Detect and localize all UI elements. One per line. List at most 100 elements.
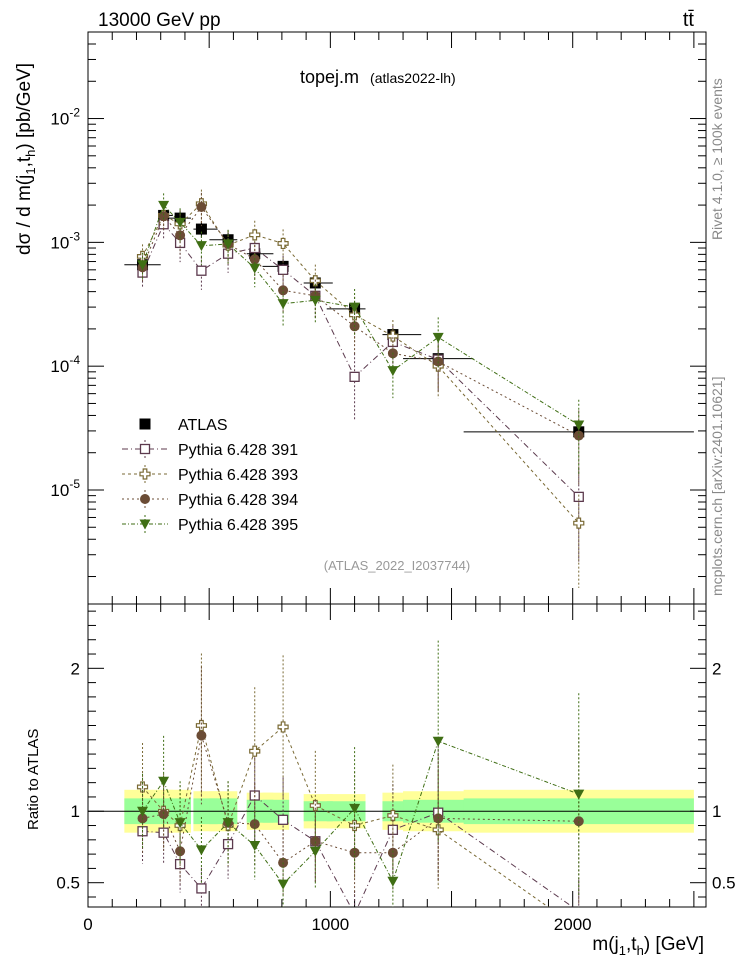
data-point — [196, 202, 207, 213]
legend-marker — [139, 443, 151, 455]
ratio-point — [196, 730, 207, 741]
data-point — [277, 264, 289, 275]
ratio-y-axis-label: Ratio to ATLAS — [25, 729, 42, 830]
data-point — [196, 265, 207, 276]
ratio-point — [432, 736, 444, 747]
x-tick-label: 2000 — [554, 915, 592, 934]
data-point — [573, 517, 585, 529]
mcplots-label: mcplots.cern.ch [arXiv:2401.10621] — [709, 377, 725, 596]
data-point — [277, 237, 289, 250]
ratio-y-tick-label: 1 — [71, 802, 80, 821]
ratio-point — [195, 719, 208, 732]
ratio-point — [573, 789, 585, 800]
ratio-y-tick-label-right: 2 — [712, 659, 721, 678]
data-point — [573, 491, 584, 503]
ratio-point — [277, 721, 289, 733]
ratio-panel-frame — [87, 603, 707, 908]
data-point — [195, 223, 207, 235]
data-point — [249, 263, 261, 274]
plot-title: topej.m (atlas2022-lh) — [300, 67, 456, 87]
data-point — [278, 285, 289, 296]
ratio-point — [174, 818, 186, 829]
ratio-point — [175, 846, 186, 857]
data-point — [174, 217, 186, 228]
ratio-point — [309, 846, 321, 857]
series-atlas — [124, 207, 694, 441]
legend-label: ATLAS — [178, 417, 228, 434]
data-point — [309, 295, 321, 306]
ratio-point — [310, 836, 321, 847]
data-point — [387, 366, 399, 377]
ratio-point — [158, 827, 169, 838]
series-pythia-6-428-391 — [137, 212, 584, 562]
data-point — [158, 200, 170, 211]
ratio-y-tick-label-right: 1 — [712, 802, 721, 821]
main-axis-ticks: 10-5 10-4 10-3 10-2 — [50, 31, 706, 604]
legend-marker — [139, 468, 151, 480]
ratio-point — [196, 883, 207, 894]
data-point — [222, 239, 234, 250]
y-tick-label: 10-4 — [50, 353, 80, 376]
main-y-axis-label: dσ / d m(j1,th) [pb/GeV] — [14, 63, 38, 255]
ratio-point — [137, 806, 149, 817]
ratio-point — [387, 847, 398, 858]
data-point — [573, 430, 584, 441]
legend: ATLAS Pythia 6.428 391 Pythia 6.428 393 Pyt… — [122, 417, 298, 534]
ratio-point — [348, 819, 361, 832]
series-pythia-6-428-395 — [137, 193, 585, 475]
ratio-point — [249, 745, 261, 757]
plot-title-sub: (atlas2022-lh) — [370, 70, 456, 86]
data-point — [349, 302, 361, 313]
data-point — [249, 229, 261, 241]
plot-title-main: topej.m — [300, 67, 359, 87]
legend-marker — [140, 494, 150, 504]
legend-marker — [139, 519, 151, 530]
data-point — [249, 242, 260, 254]
ratio-axis-ticks: 0 1000 2000 0.5 0.5 1 1 2 2 — [56, 604, 736, 934]
ratio-line — [142, 740, 579, 885]
x-tick-label: 0 — [83, 915, 92, 934]
ratio-y-tick-label-right: 0.5 — [712, 874, 736, 893]
ratio-point — [277, 814, 289, 825]
rivet-label: Rivet 4.1.0, ≥ 100k events — [709, 78, 725, 240]
ratio-point — [349, 803, 361, 814]
ratio-series-pythia-6-428-395 — [137, 640, 585, 907]
ratio-point — [277, 879, 289, 890]
header-left: 13000 GeV pp — [98, 10, 221, 31]
main-series — [124, 189, 694, 588]
ratio-line — [142, 735, 579, 864]
ratio-point — [222, 818, 234, 829]
ratio-point — [158, 776, 170, 787]
y-tick-label: 10-3 — [50, 229, 80, 252]
ratio-point — [222, 838, 234, 850]
legend-marker — [139, 418, 151, 430]
watermark: (ATLAS_2022_I2037744) — [324, 558, 470, 573]
series-line — [142, 206, 579, 437]
ratio-point — [195, 845, 207, 856]
ratio-y-tick-label: 0.5 — [56, 874, 80, 893]
series-line — [142, 204, 580, 426]
data-point — [137, 260, 149, 271]
header-right: tt̄ — [683, 9, 695, 31]
ratio-y-tick-label: 2 — [71, 659, 80, 678]
legend-label: Pythia 6.428 395 — [178, 517, 298, 534]
ratio-series — [136, 640, 585, 907]
legend-label: Pythia 6.428 391 — [178, 442, 298, 459]
data-point — [432, 332, 444, 343]
data-point — [387, 330, 399, 342]
data-point — [195, 241, 207, 252]
data-point — [175, 230, 186, 241]
data-point — [573, 420, 585, 431]
ratio-point — [249, 841, 261, 852]
legend-label: Pythia 6.428 394 — [178, 492, 298, 509]
x-tick-label: 1000 — [311, 915, 349, 934]
y-tick-label: 10-2 — [50, 106, 80, 129]
x-axis-label: m(j1,th) [GeV] — [592, 934, 704, 958]
ratio-point — [387, 876, 399, 887]
data-point — [277, 299, 289, 310]
ratio-series-pythia-6-428-394 — [137, 666, 584, 905]
ratio-line — [142, 794, 574, 907]
legend-label: Pythia 6.428 393 — [178, 467, 298, 484]
y-tick-label: 10-5 — [50, 477, 80, 500]
